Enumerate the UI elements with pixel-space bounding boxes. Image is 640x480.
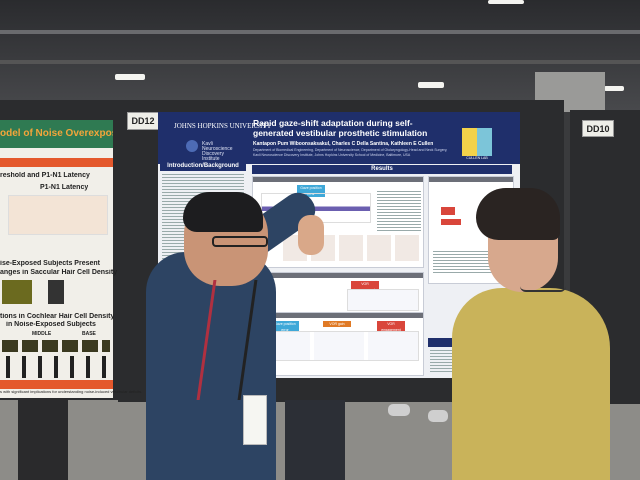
ceiling-light [115, 74, 145, 80]
panel-text [377, 191, 421, 231]
poster-authors: Kantapon Pum Wiboonsaksakul, Charles C D… [253, 141, 434, 147]
jhu-logo: JOHNS HOPKINS UNIVERSITY [174, 122, 272, 130]
diagram-block [441, 207, 455, 215]
panel-header [429, 177, 513, 182]
panel-header [253, 177, 423, 182]
ceiling-light [418, 82, 444, 88]
poster-affiliations: Department of Biomedical Engineering, De… [253, 148, 448, 157]
board-number-sign: DD10 [582, 120, 614, 137]
ceiling [0, 0, 640, 112]
background-person-legs [18, 398, 68, 480]
left-poster-heading: P1-N1 Latency [40, 184, 89, 191]
cochlea-images [2, 340, 110, 352]
visitor-hair [476, 188, 560, 240]
background-person-legs [285, 400, 345, 480]
results-heading: Results [252, 165, 512, 174]
results-panel-3: Gaze position error VOR gain VOR engagem… [252, 312, 424, 376]
ceiling-beam [0, 60, 640, 64]
kavli-logo-icon [186, 140, 198, 152]
diagram-block [441, 219, 461, 225]
intro-heading: Introduction/Background [160, 162, 246, 171]
tag-label: VOR gain [323, 321, 351, 327]
presenter-hair [183, 192, 263, 232]
poster-banner: JOHNS HOPKINS UNIVERSITY Kavli Neuroscie… [158, 112, 520, 164]
glasses [212, 236, 268, 247]
summary-plots [259, 331, 419, 361]
visitor-shirt [452, 288, 610, 480]
presenter-hand [298, 215, 324, 255]
section-bar [0, 380, 113, 389]
shoe [428, 410, 448, 422]
left-poster: odel of Noise Overexposure reshold and P… [0, 120, 142, 398]
ceiling-beam [0, 30, 640, 34]
left-poster-title: odel of Noise Overexposure [0, 120, 113, 148]
tag-label: VOR engagement [377, 321, 405, 333]
board-number-sign: DD12 [127, 112, 159, 130]
left-poster-heading: reshold and P1-N1 Latency [0, 172, 90, 179]
region-label: BASE [82, 331, 96, 337]
region-label: MIDDLE [32, 331, 52, 337]
left-poster-heading: ise-Exposed Subjects Present [0, 260, 100, 267]
left-poster-heading: anges in Saccular Hair Cell Density [0, 269, 118, 276]
kavli-logo: Kavli Neuroscience Discovery Institute [202, 141, 233, 162]
panel-header [253, 273, 423, 278]
bar-chart [0, 356, 113, 378]
name-badge [243, 395, 267, 445]
left-poster-footer: s with significant implications for unde… [0, 389, 143, 394]
panel-header [253, 313, 423, 318]
latency-plot [8, 195, 108, 235]
ceiling-light [488, 0, 524, 4]
tag-label: Gaze position error [271, 321, 299, 333]
left-poster-heading: in Noise-Exposed Subjects [6, 321, 96, 328]
shoe [388, 404, 410, 416]
hair-cell-image [2, 280, 32, 304]
left-poster-heading: tions in Cochlear Hair Cell Density [0, 313, 115, 320]
visitor-lanyard [520, 286, 566, 292]
line-plot [347, 289, 419, 311]
lab-logo-text: CULLEN LAB [466, 156, 488, 160]
poster-title: Rapid gaze-shift adaptation during self-… [253, 118, 428, 138]
cullen-lab-logo [462, 128, 492, 156]
ceiling-light [604, 86, 624, 91]
section-bar [0, 158, 113, 167]
bar [48, 280, 64, 304]
